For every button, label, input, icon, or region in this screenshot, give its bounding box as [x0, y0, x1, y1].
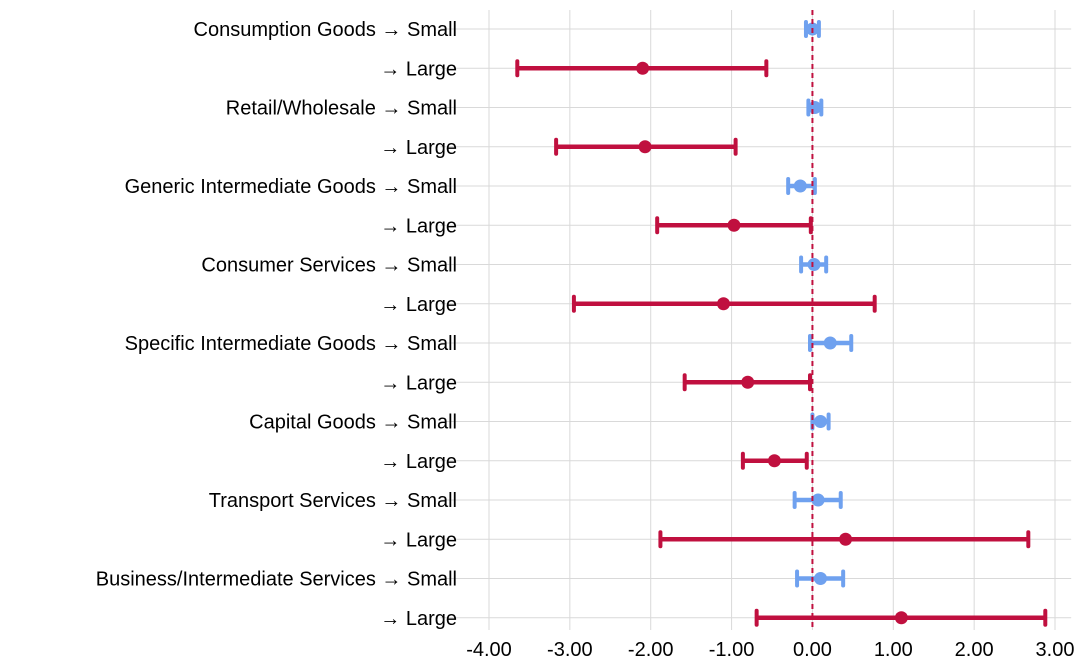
point-estimate [811, 493, 825, 507]
row-label: → Large [380, 58, 457, 80]
interval-small [786, 177, 817, 195]
row-label: Generic Intermediate Goods → Small [125, 176, 457, 198]
row-label: Capital Goods → Small [249, 412, 457, 434]
row-label: Business/Intermediate Services → Small [96, 569, 457, 591]
point-estimate [823, 336, 837, 350]
point-estimate [716, 297, 730, 311]
x-tick-label: -2.00 [628, 639, 674, 661]
x-tick-label: -3.00 [547, 639, 593, 661]
x-tick-label: 0.00 [793, 639, 832, 661]
point-estimate [814, 572, 828, 585]
x-tick-label: 2.00 [955, 639, 994, 661]
row-label: Transport Services → Small [209, 490, 457, 512]
horizontal-gridlines [440, 28, 1072, 619]
row-label: Retail/Wholesale → Small [226, 98, 457, 120]
interval-large [554, 137, 738, 156]
row-label: Consumer Services → Small [201, 255, 457, 277]
interval-small [795, 569, 846, 588]
interval-small [808, 334, 854, 352]
point-estimate [814, 415, 828, 428]
interval-large [740, 451, 809, 470]
interval-large [754, 608, 1048, 627]
row-labels: Consumption Goods → Small → Large Retail/W… [96, 19, 457, 630]
interval-small [810, 412, 831, 431]
interval-small [806, 98, 824, 117]
interval-small [792, 491, 843, 509]
point-estimate [741, 375, 755, 389]
row-label: → Large [380, 608, 457, 630]
row-label: → Large [380, 137, 457, 159]
row-label: → Large [380, 294, 457, 316]
point-estimate [767, 454, 781, 468]
interval-large [571, 294, 877, 313]
point-estimate [839, 532, 853, 546]
point-estimate [808, 101, 822, 114]
interval-large [658, 530, 1031, 549]
point-estimate [727, 218, 741, 232]
row-label: → Large [380, 529, 457, 551]
x-tick-label: -1.00 [709, 639, 755, 661]
row-label: → Large [380, 372, 457, 394]
confidence-intervals [515, 20, 1048, 627]
row-label: → Large [380, 215, 457, 237]
x-axis-tick-labels: -4.00 -3.00 -2.00 -1.00 0.00 1.00 2.00 3.00 [466, 639, 1074, 661]
interval-small [799, 255, 829, 274]
point-estimate [807, 258, 821, 271]
interval-large [515, 59, 769, 78]
interval-large [682, 373, 813, 392]
row-label: → Large [380, 451, 457, 473]
point-estimate [636, 61, 650, 75]
x-tick-label: 1.00 [874, 639, 913, 661]
x-tick-label: -4.00 [466, 639, 512, 661]
point-estimate [638, 140, 652, 154]
row-label: Specific Intermediate Goods → Small [125, 333, 457, 355]
point-estimate [894, 611, 908, 625]
x-tick-label: 3.00 [1036, 639, 1075, 661]
point-estimate [793, 179, 807, 193]
interval-large [655, 216, 813, 235]
row-label: Consumption Goods → Small [194, 19, 457, 41]
